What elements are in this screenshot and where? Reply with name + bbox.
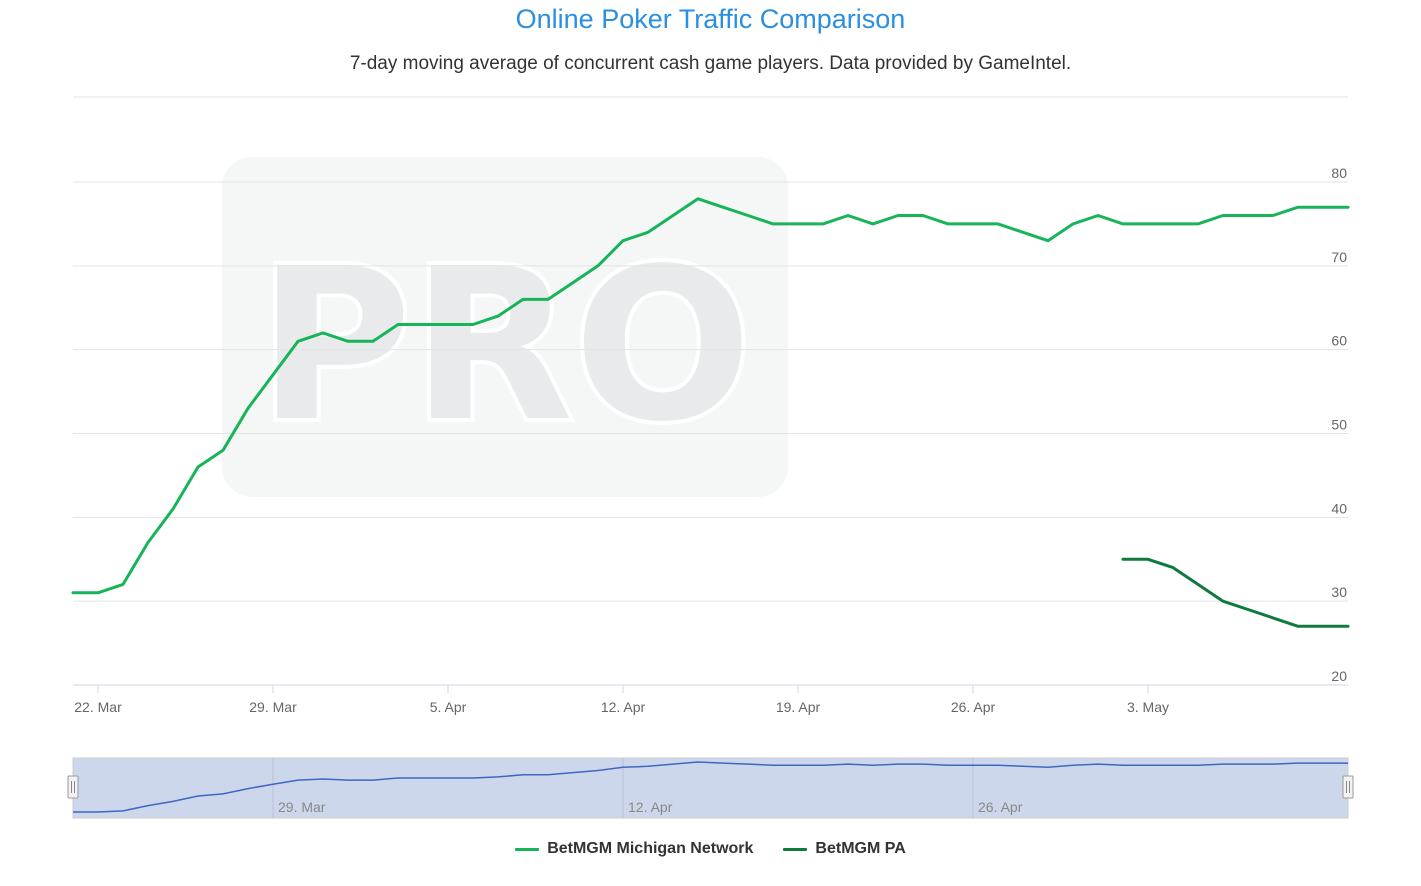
- x-tick-label: 22. Mar: [74, 699, 122, 715]
- x-tick-label: 26. Apr: [951, 699, 996, 715]
- y-tick-label: 80: [1331, 165, 1347, 181]
- legend-item-michigan[interactable]: BetMGM Michigan Network: [515, 840, 753, 858]
- y-axis: 20 30 40 50 60 70 80: [1331, 165, 1347, 684]
- grid-lines: [73, 96, 1348, 686]
- legend-swatch-pa: [783, 847, 808, 851]
- navigator-handle-left[interactable]: [67, 775, 79, 799]
- series-line-0[interactable]: [71, 197, 1350, 595]
- y-tick-label: 70: [1331, 249, 1347, 265]
- navigator-tick-label: 26. Apr: [978, 799, 1023, 815]
- x-axis: 22. Mar 29. Mar 5. Apr 12. Apr 19. Apr 26. Ap…: [74, 685, 1169, 715]
- series-line-1[interactable]: [1121, 557, 1350, 628]
- legend: BetMGM Michigan Network BetMGM PA: [0, 840, 1421, 858]
- navigator-tick-label: 12. Apr: [628, 799, 673, 815]
- series-lines: [71, 197, 1350, 628]
- y-tick-label: 30: [1331, 584, 1347, 600]
- legend-item-pa[interactable]: BetMGM PA: [783, 840, 906, 858]
- legend-swatch-michigan: [515, 847, 540, 851]
- y-tick-label: 20: [1331, 668, 1347, 684]
- watermark-text: PRO: [258, 223, 752, 468]
- legend-label-michigan: BetMGM Michigan Network: [547, 840, 754, 857]
- navigator-range[interactable]: [72, 757, 1349, 819]
- x-tick-label: 12. Apr: [601, 699, 646, 715]
- chart-title: Online Poker Traffic Comparison: [515, 4, 906, 34]
- x-tick-label: 5. Apr: [430, 699, 467, 715]
- navigator[interactable]: 29. Mar 12. Apr 26. Apr: [67, 757, 1354, 819]
- y-tick-label: 60: [1331, 333, 1347, 349]
- navigator-tick-label: 29. Mar: [278, 799, 326, 815]
- navigator-handle-right[interactable]: [1342, 775, 1354, 799]
- x-tick-label: 3. May: [1127, 699, 1169, 715]
- x-tick-label: 19. Apr: [776, 699, 821, 715]
- x-tick-label: 29. Mar: [249, 699, 297, 715]
- y-tick-label: 40: [1331, 500, 1347, 516]
- watermark: PRO: [222, 157, 788, 497]
- legend-label-pa: BetMGM PA: [815, 840, 906, 857]
- y-tick-label: 50: [1331, 417, 1347, 433]
- chart-subtitle: 7-day moving average of concurrent cash …: [349, 53, 1072, 74]
- navigator-series-line: [73, 761, 1348, 813]
